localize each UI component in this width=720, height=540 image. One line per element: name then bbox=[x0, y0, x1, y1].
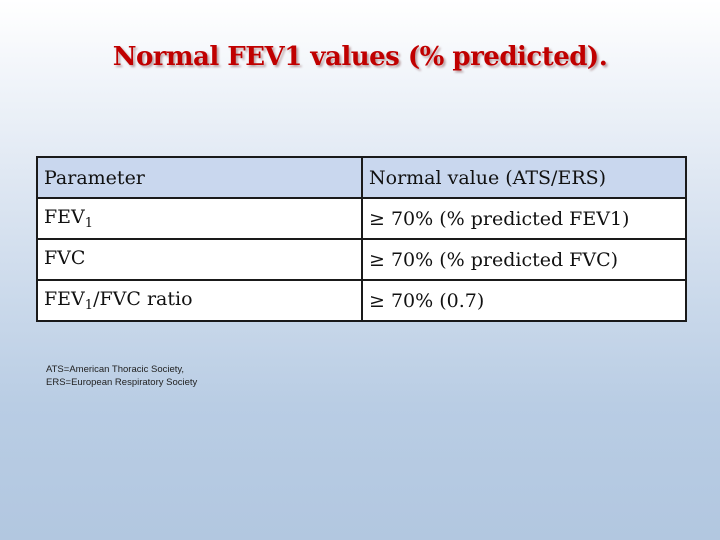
table-row: FVC ≥ 70% (% predicted FVC) bbox=[36, 238, 687, 281]
parameter-name: FEV bbox=[44, 206, 85, 228]
parameter-subscript: 1 bbox=[84, 216, 94, 231]
table-row: FEV1 ≥ 70% (% predicted FEV1) bbox=[36, 197, 687, 240]
parameter-cell: FVC bbox=[36, 238, 363, 281]
normal-value-cell: ≥ 70% (% predicted FEV1) bbox=[361, 197, 687, 240]
footnote-line-ers: ERS=European Respiratory Society bbox=[46, 376, 198, 388]
parameter-cell: FEV1 bbox=[36, 197, 363, 240]
normal-value-cell: ≥ 70% (0.7) bbox=[361, 279, 687, 322]
header-normal-value: Normal value (ATS/ERS) bbox=[361, 156, 687, 199]
footnote-line-ats: ATS=American Thoracic Society, bbox=[46, 364, 185, 375]
parameter-cell: FEV1/FVC ratio bbox=[36, 279, 363, 322]
slide-title: Normal FEV1 values (% predicted). bbox=[112, 42, 608, 72]
parameter-subscript: 1 bbox=[84, 298, 94, 313]
parameter-name: FEV bbox=[44, 288, 85, 310]
header-parameter: Parameter bbox=[36, 156, 363, 199]
normal-value-cell: ≥ 70% (% predicted FVC) bbox=[361, 238, 687, 281]
table-row: FEV1/FVC ratio ≥ 70% (0.7) bbox=[36, 279, 687, 322]
parameter-suffix: /FVC ratio bbox=[93, 288, 193, 310]
abbreviations-footnote: ATS=American Thoracic Society, ERS=Europ… bbox=[46, 364, 197, 389]
table-header-row: Parameter Normal value (ATS/ERS) bbox=[36, 156, 687, 199]
fev1-values-table: Parameter Normal value (ATS/ERS) FEV1 ≥ … bbox=[36, 156, 687, 322]
parameter-name: FVC bbox=[44, 247, 86, 269]
